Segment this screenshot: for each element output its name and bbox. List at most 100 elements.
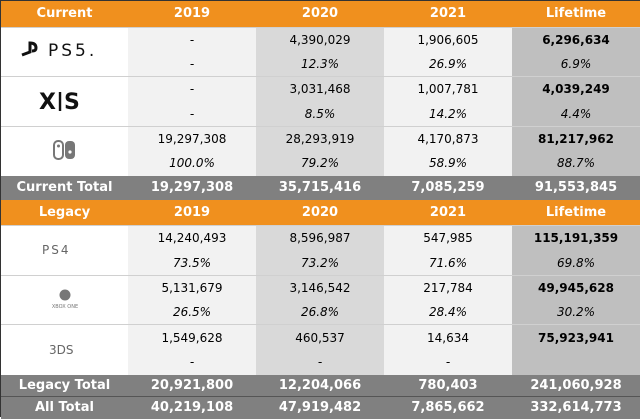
total-cell: 19,297,308 [128, 175, 256, 200]
share-cell: 73.2% [256, 250, 384, 276]
svg-text:PS5.: PS5. [48, 41, 97, 60]
units-cell: 8,596,987 [256, 225, 384, 251]
share-cell: - [256, 349, 384, 375]
units-cell: 75,923,941 [512, 324, 640, 350]
units-cell: - [128, 26, 256, 52]
units-cell: - [128, 76, 256, 102]
share-cell: 14.2% [384, 101, 512, 127]
section-label: Current [1, 1, 128, 27]
svg-text:XBOX ONE: XBOX ONE [51, 304, 77, 310]
share-cell: 26.5% [128, 300, 256, 325]
units-cell: 460,537 [256, 324, 384, 350]
share-cell: 88.7% [512, 150, 640, 176]
3ds-logo: 3DS [1, 324, 128, 375]
total-cell: 91,553,845 [512, 175, 640, 200]
column-header: 2021 [384, 199, 512, 226]
column-header: 2019 [128, 199, 256, 226]
table-row: 26.5% 26.8% 28.4% 30.2% [1, 300, 640, 325]
svg-text:X|S: X|S [39, 90, 80, 111]
units-cell: 81,217,962 [512, 125, 640, 151]
current-header-row: Current 2019 2020 2021 Lifetime [1, 1, 640, 27]
xbox-one-logo: XBOX ONE [45, 288, 85, 310]
share-cell: 6.9% [512, 51, 640, 77]
column-header: Lifetime [512, 199, 640, 226]
units-cell: 4,170,873 [384, 125, 512, 151]
nintendo-switch-logo [52, 139, 77, 160]
share-cell: 12.3% [256, 51, 384, 77]
total-label: Legacy Total [1, 374, 128, 397]
xbox-one-logo: XBOX ONE [1, 274, 128, 325]
table-row: 19,297,308 28,293,919 4,170,873 81,217,962 [1, 125, 640, 176]
table-row: 73.5% 73.2% 71.6% 69.8% [1, 250, 640, 276]
table-row: -8.5% 14.2% 4.4% [1, 101, 640, 127]
share-cell: - [384, 349, 512, 375]
table-row: X|S -3,031,468 1,007,781 4,039,249 [1, 76, 640, 127]
units-cell: 6,296,634 [512, 26, 640, 52]
total-label: All Total [1, 396, 128, 419]
units-cell: 14,240,493 [128, 225, 256, 251]
total-cell: 241,060,928 [512, 374, 640, 397]
share-cell: 26.8% [256, 300, 384, 325]
units-cell: 1,549,628 [128, 324, 256, 350]
units-cell: 19,297,308 [128, 125, 256, 151]
total-cell: 780,403 [384, 374, 512, 397]
share-cell: - [128, 51, 256, 77]
column-header: 2020 [256, 199, 384, 226]
units-cell: 1,007,781 [384, 76, 512, 102]
share-cell: 30.2% [512, 300, 640, 325]
legacy-total-row: Legacy Total 20,921,800 12,204,066 780,403 2… [1, 374, 640, 397]
total-cell: 12,204,066 [256, 374, 384, 397]
units-cell: 4,390,029 [256, 26, 384, 52]
share-cell: 79.2% [256, 150, 384, 176]
share-cell: 26.9% [384, 51, 512, 77]
column-header: 2020 [256, 1, 384, 27]
table-row: --- [1, 349, 640, 375]
share-cell: - [128, 101, 256, 127]
total-cell: 7,865,662 [384, 396, 512, 419]
units-cell: 115,191,359 [512, 225, 640, 251]
share-cell: 58.9% [384, 150, 512, 176]
units-cell: 547,985 [384, 225, 512, 251]
current-total-row: Current Total 19,297,308 35,715,416 7,085,2… [1, 175, 640, 200]
share-cell: 73.5% [128, 250, 256, 276]
table-row: XBOX ONE 5,131,679 3,146,542 217,784 49,945,… [1, 274, 640, 325]
share-cell: 8.5% [256, 101, 384, 127]
units-cell: 49,945,628 [512, 274, 640, 301]
svg-text:PS4: PS4 [42, 243, 71, 256]
column-header: 2021 [384, 1, 512, 27]
ps4-logo: PS4 [40, 242, 90, 256]
units-cell: 1,906,605 [384, 26, 512, 52]
table-row: -12.3% 26.9% 6.9% [1, 51, 640, 77]
total-cell: 40,219,108 [128, 396, 256, 419]
xbox-series-xs-logo: X|S [35, 89, 95, 111]
total-cell: 20,921,800 [128, 374, 256, 397]
units-cell: 28,293,919 [256, 125, 384, 151]
units-cell: 217,784 [384, 274, 512, 301]
all-total-row: All Total 40,219,108 47,919,482 7,865,662 33… [1, 396, 640, 419]
share-cell: 100.0% [128, 150, 256, 176]
share-cell: 71.6% [384, 250, 512, 276]
share-cell: 4.4% [512, 101, 640, 127]
share-cell: 28.4% [384, 300, 512, 325]
table-row: 100.0% 79.2% 58.9% 88.7% [1, 150, 640, 176]
table-row: 3DS 1,549,628 460,537 14,634 75,923,941 [1, 324, 640, 375]
column-header: 2019 [128, 1, 256, 27]
share-cell [512, 349, 640, 375]
3ds-logo: 3DS [45, 341, 85, 357]
units-cell: 3,031,468 [256, 76, 384, 102]
units-cell: 3,146,542 [256, 274, 384, 301]
ps4-logo: PS4 [1, 225, 128, 276]
units-cell: 14,634 [384, 324, 512, 350]
total-cell: 35,715,416 [256, 175, 384, 200]
total-label: Current Total [1, 175, 128, 200]
total-cell: 47,919,482 [256, 396, 384, 419]
column-header: Lifetime [512, 1, 640, 27]
svg-text:3DS: 3DS [49, 343, 74, 357]
units-cell: 5,131,679 [128, 274, 256, 301]
total-cell: 332,614,773 [512, 396, 640, 419]
total-cell: 7,085,259 [384, 175, 512, 200]
table-row: PS4 14,240,493 8,596,987 547,985 115,191,359 [1, 225, 640, 276]
nintendo-switch-logo [1, 125, 128, 176]
ps5-logo: PS5. [1, 26, 128, 77]
